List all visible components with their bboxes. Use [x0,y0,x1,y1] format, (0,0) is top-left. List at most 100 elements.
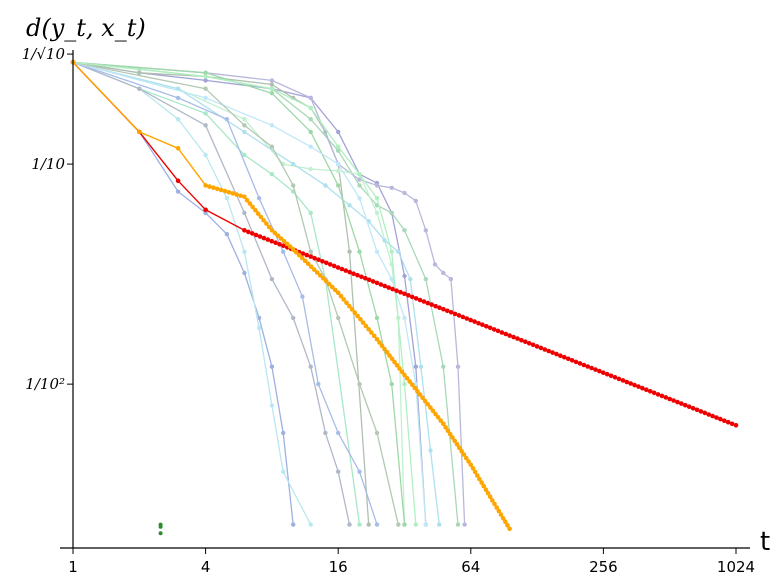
data-point [269,78,275,83]
data-point [515,336,520,341]
data-point [137,70,142,76]
data-point [374,210,380,216]
data-point [671,398,676,403]
data-point [308,95,313,101]
x-tick-label: 16 [329,558,348,576]
data-point [550,350,555,355]
data-point [363,276,368,281]
data-point [336,469,341,474]
data-point [203,207,208,213]
data-point [438,418,444,423]
data-point [410,382,415,388]
data-point [433,303,438,309]
data-point [463,455,469,461]
data-point [722,418,727,424]
data-point [402,228,407,233]
data-point [277,242,282,247]
data-point [396,522,401,527]
data-point [425,402,431,407]
data-point [323,430,328,436]
data-point [256,325,262,331]
data-point [308,166,313,172]
data-point [389,356,395,362]
data-point [242,194,247,200]
data-point [659,393,665,399]
data-point [397,366,402,371]
data-point [269,238,275,244]
data-point [238,193,243,198]
data-point [349,307,355,312]
data-point [420,395,425,401]
data-point [291,315,296,321]
data-point [437,522,442,527]
y-tick-label: 1/√10 [22,45,66,63]
data-point [359,274,364,280]
data-point [332,287,338,293]
data-point [175,178,181,184]
series-line [72,61,294,525]
data-point [308,129,313,135]
data-point [336,129,341,135]
data-point [308,522,313,527]
axes-layer [60,50,750,549]
data-point [423,522,428,527]
data-point [300,294,305,299]
data-point [725,419,731,425]
data-point [242,228,247,233]
data-point [460,314,466,320]
data-point [203,78,208,83]
data-point [137,86,142,91]
data-point [644,387,649,393]
data-point [421,299,427,304]
data-point [203,70,208,76]
data-point [445,308,450,314]
data-point [461,452,467,457]
data-point [417,297,423,303]
data-point [230,191,235,196]
data-point [291,183,296,188]
data-point [475,473,480,478]
data-point [538,345,544,351]
data-point [492,501,497,507]
data-point [357,522,362,527]
data-point [425,300,431,306]
data-point [316,257,321,263]
data-point [203,95,208,101]
data-point [203,183,208,188]
data-point [487,325,493,331]
data-point [386,285,392,290]
data-point [546,348,551,354]
y-ticks: 1/√10 1/10 1/10² [22,45,73,393]
data-point [314,270,320,275]
series-highlight-red [70,60,739,428]
data-point [269,172,275,177]
data-point [347,522,352,527]
series-line [72,61,361,525]
data-point [336,144,341,149]
data-point [402,315,407,321]
data-point [308,210,313,216]
data-point [616,376,622,382]
data-point [377,340,382,345]
data-point [290,247,296,252]
data-point [299,255,305,261]
data-point [308,364,313,369]
data-point [394,288,399,294]
series-line-9 [70,60,352,527]
data-point [278,236,284,241]
data-point [390,286,395,292]
data-point [374,249,380,254]
data-point [379,343,385,349]
data-point [269,91,275,96]
data-point [667,396,672,402]
data-point [308,144,313,149]
series-line-4 [70,60,313,527]
series-line-8 [70,60,442,527]
data-point [494,505,500,510]
data-point [224,117,230,122]
data-point [329,284,335,290]
data-point [396,249,401,254]
data-point [269,86,275,91]
data-point [175,189,181,194]
data-point [338,293,344,299]
